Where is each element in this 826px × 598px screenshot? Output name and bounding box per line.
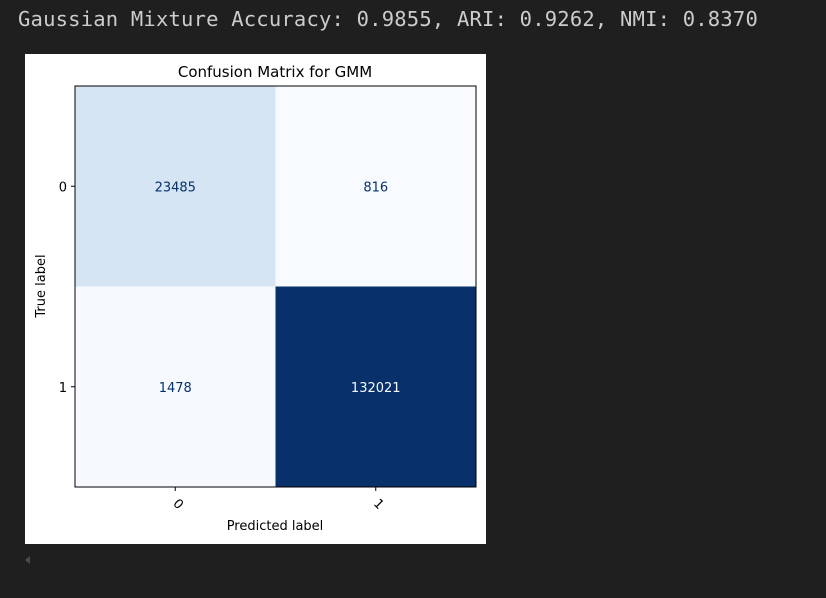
x-tick-label-1: 1 [370,496,386,512]
cell-1-1 [275,286,476,487]
chart-title: Confusion Matrix for GMM [178,63,372,81]
y-axis-label: True label [34,254,49,318]
confusion-matrix-figure: Confusion Matrix for GMM 23485 816 1478 132… [25,54,486,544]
cell-value-0-0: 23485 [155,180,196,195]
confusion-matrix-chart: Confusion Matrix for GMM 23485 816 1478 132… [34,63,477,534]
x-tick-label-0: 0 [169,496,185,512]
cell-value-0-1: 816 [363,180,388,195]
scroll-left-icon[interactable] [25,556,30,564]
plot-frame [74,85,477,488]
y-tick-label-0: 0 [59,180,67,195]
cell-1-0 [75,286,276,487]
cell-0-1 [275,86,476,287]
y-tick-label-1: 1 [59,381,67,396]
cell-value-1-0: 1478 [159,381,192,396]
cell-value-1-1: 132021 [351,381,401,396]
output-text: Gaussian Mixture Accuracy: 0.9855, ARI: … [18,7,758,31]
x-axis-label: Predicted label [227,519,324,534]
cell-0-0 [75,86,276,287]
